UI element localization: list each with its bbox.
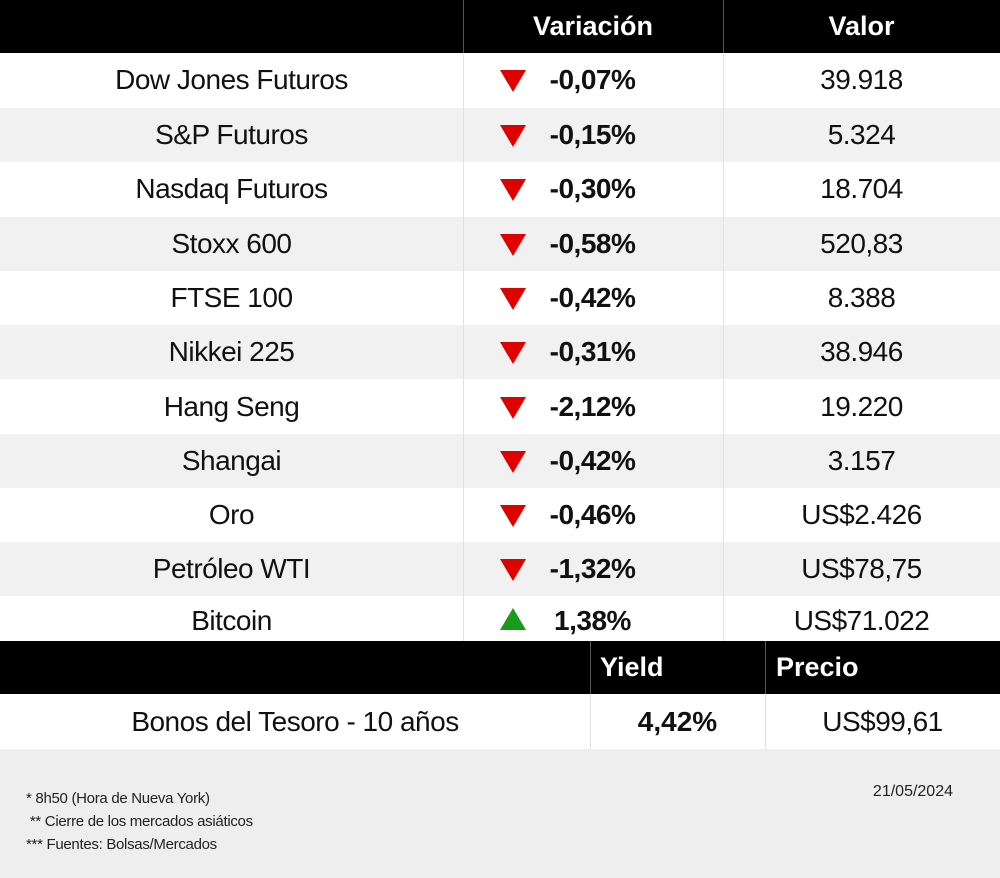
instrument-name: Bitcoin: [191, 605, 272, 636]
variation-value: -0,07%: [549, 64, 636, 95]
table-row: Oro -0,46% US$2.426: [0, 488, 1000, 542]
table-row: Shangai -0,42% 3.157: [0, 434, 1000, 488]
value-header: Valor: [828, 11, 895, 41]
triangle-down-icon: [500, 342, 526, 364]
instrument-name: Nikkei 225: [168, 336, 295, 367]
price-value: 39.918: [820, 64, 903, 95]
column-divider: [723, 53, 724, 641]
variation-value: -0,30%: [549, 173, 636, 204]
table-row: Hang Seng -2,12% 19.220: [0, 380, 1000, 434]
footer: * 8h50 (Hora de Nueva York) ** Cierre de…: [0, 749, 1000, 878]
bond-row: Bonos del Tesoro - 10 años 4,42% US$99,6…: [0, 694, 1000, 749]
price-header: Precio: [776, 652, 859, 682]
variation-value: -0,31%: [549, 336, 636, 367]
column-divider: [463, 53, 464, 641]
footnote-asian-close: ** Cierre de los mercados asiáticos: [26, 813, 253, 830]
table-row: Petróleo WTI -1,32% US$78,75: [0, 542, 1000, 596]
triangle-down-icon: [500, 397, 526, 419]
bond-name: Bonos del Tesoro - 10 años: [131, 706, 459, 737]
triangle-down-icon: [500, 125, 526, 147]
variation-value: -2,12%: [549, 391, 636, 422]
instrument-name: Stoxx 600: [171, 228, 292, 259]
instrument-name: Petróleo WTI: [152, 553, 311, 584]
triangle-down-icon: [500, 179, 526, 201]
instrument-name: Hang Seng: [163, 391, 300, 422]
column-divider: [765, 694, 766, 749]
price-value: 3.157: [827, 445, 896, 476]
table-row: Bitcoin 1,38% US$71.022: [0, 596, 1000, 641]
instrument-name: S&P Futuros: [155, 119, 308, 150]
instrument-name: Oro: [208, 499, 255, 530]
triangle-down-icon: [500, 70, 526, 92]
table-header: Variación Valor: [0, 0, 1000, 53]
price-value: US$78,75: [801, 553, 922, 584]
table-row: Stoxx 600 -0,58% 520,83: [0, 217, 1000, 271]
triangle-down-icon: [500, 234, 526, 256]
instrument-name: Dow Jones Futuros: [115, 64, 348, 95]
variation-value: -0,15%: [549, 119, 636, 150]
variation-value: -0,58%: [549, 228, 636, 259]
table-row: S&P Futuros -0,15% 5.324: [0, 108, 1000, 162]
instrument-name: Nasdaq Futuros: [135, 173, 328, 204]
table-row: Nasdaq Futuros -0,30% 18.704: [0, 162, 1000, 216]
table-row: Dow Jones Futuros -0,07% 39.918: [0, 53, 1000, 107]
footnote-sources: *** Fuentes: Bolsas/Mercados: [26, 836, 217, 853]
variation-value: 1,38%: [554, 605, 631, 636]
table-row: FTSE 100 -0,42% 8.388: [0, 271, 1000, 325]
column-divider: [590, 694, 591, 749]
yield-header: Yield: [600, 652, 664, 682]
variation-value: -0,46%: [549, 499, 636, 530]
variation-value: -1,32%: [549, 553, 636, 584]
triangle-down-icon: [500, 288, 526, 310]
price-value: US$2.426: [801, 499, 922, 530]
bond-yield: 4,42%: [637, 706, 718, 737]
triangle-down-icon: [500, 559, 526, 581]
variation-value: -0,42%: [549, 445, 636, 476]
price-value: 8.388: [827, 282, 896, 313]
price-value: 38.946: [820, 336, 903, 367]
header-divider: [463, 0, 464, 53]
triangle-up-icon: [500, 608, 526, 630]
instrument-name: Shangai: [181, 445, 282, 476]
footnote-time: * 8h50 (Hora de Nueva York): [26, 790, 210, 807]
price-value: 19.220: [820, 391, 903, 422]
price-value: 5.324: [827, 119, 896, 150]
instrument-name: FTSE 100: [170, 282, 293, 313]
price-value: US$71.022: [793, 605, 930, 636]
header-divider: [590, 641, 591, 694]
header-divider: [765, 641, 766, 694]
variation-value: -0,42%: [549, 282, 636, 313]
bond-header: Yield Precio: [0, 641, 1000, 694]
table-row: Nikkei 225 -0,31% 38.946: [0, 325, 1000, 379]
triangle-down-icon: [500, 451, 526, 473]
triangle-down-icon: [500, 505, 526, 527]
variation-header: Variación: [532, 11, 654, 41]
price-value: 18.704: [820, 173, 903, 204]
price-value: 520,83: [820, 228, 903, 259]
report-date: 21/05/2024: [872, 783, 953, 800]
header-divider: [723, 0, 724, 53]
bond-price: US$99,61: [822, 706, 943, 737]
